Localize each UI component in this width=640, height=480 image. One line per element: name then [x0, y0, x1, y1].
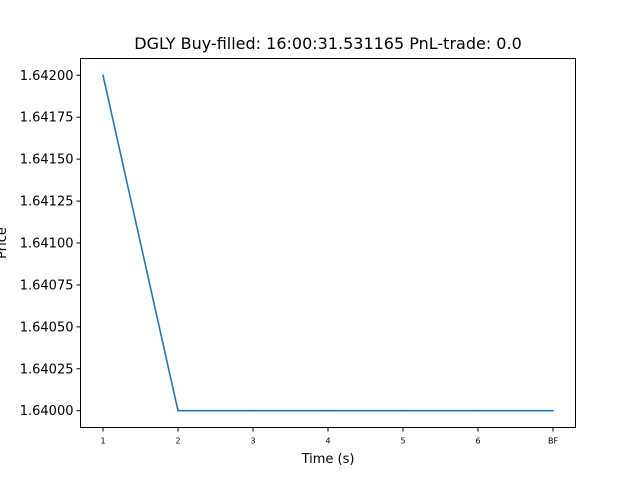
x-tick-label: 3: [250, 437, 255, 446]
y-tick-label: 1.64025: [20, 362, 74, 377]
axes-frame: [80, 58, 576, 428]
data-point: [177, 409, 179, 412]
data-point: [477, 409, 479, 412]
y-tick-label: 1.64050: [20, 320, 74, 335]
x-tick-label: 2: [175, 437, 180, 446]
series-line-0: [102, 75, 553, 412]
y-axis-label: Price: [0, 227, 10, 259]
y-axis: 1.64000 1.64025 1.64050 1.64075 1.64100 1.641…: [20, 69, 81, 419]
data-point: [252, 409, 254, 412]
y-tick-label: 1.64150: [20, 153, 74, 168]
data-point: [402, 409, 404, 412]
y-tick-label: 1.64075: [20, 278, 74, 293]
plot-area: 1.64000 1.64025 1.64050 1.64075 1.64100 1.641…: [20, 58, 576, 446]
x-tick-label: BF: [548, 437, 558, 446]
y-tick-label: 1.64100: [20, 237, 74, 252]
y-tick-label: 1.64175: [20, 111, 74, 126]
y-tick-label: 1.64200: [20, 69, 74, 84]
y-tick-label: 1.64000: [20, 404, 74, 419]
x-tick-label: 5: [400, 437, 405, 446]
data-point: [327, 409, 329, 412]
data-point: [552, 409, 554, 412]
y-tick-label: 1.64125: [20, 195, 74, 210]
data-point: [102, 74, 104, 77]
x-axis: 1 2 3 4 5 6 BF: [100, 427, 558, 446]
x-tick-label: 6: [475, 437, 480, 446]
x-axis-label: Time (s): [301, 452, 355, 467]
chart-title: DGLY Buy-filled: 16:00:31.531165 PnL-tra…: [134, 34, 522, 53]
x-tick-label: 1: [100, 437, 105, 446]
series-layer: [102, 74, 554, 412]
x-tick-label: 4: [325, 437, 330, 446]
